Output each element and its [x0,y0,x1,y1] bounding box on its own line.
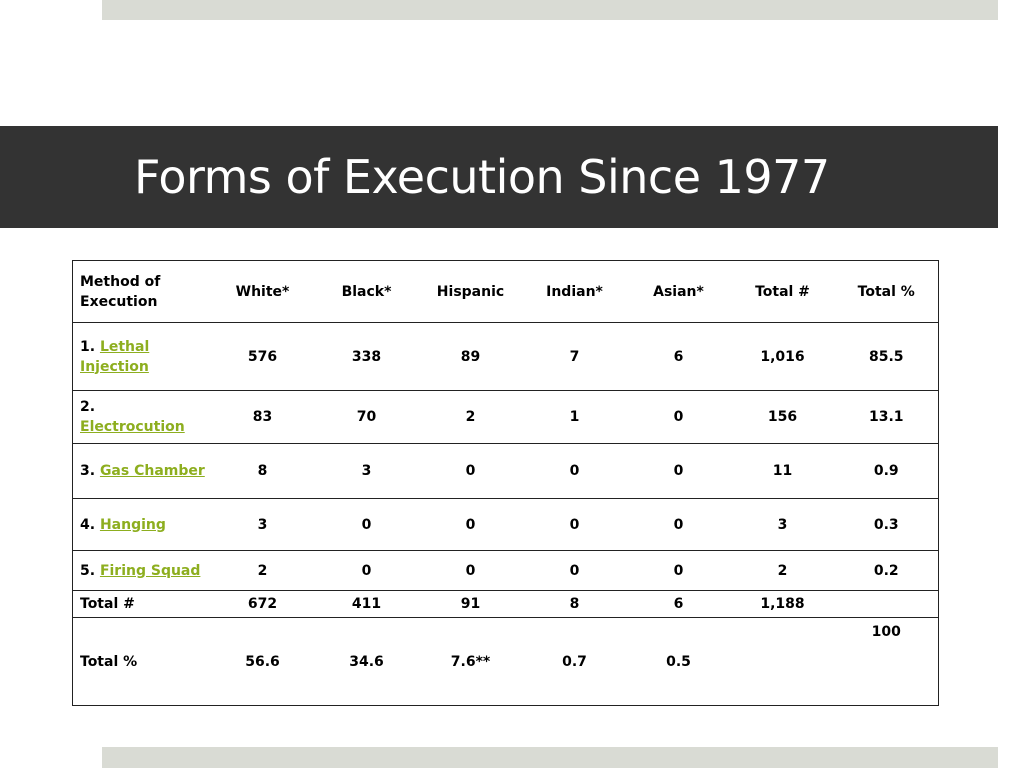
table-row: 1. Lethal Injection 576 338 89 7 6 1,016… [72,322,939,391]
cell-white: 576 [210,322,315,391]
cell-asian: 0 [626,550,731,591]
title-band: Forms of Execution Since 1977 [0,126,998,228]
cell-total-count: 1,188 [730,590,835,618]
cell-asian: 0.5 [626,617,731,706]
cell-indian: 8 [522,590,627,618]
cell-indian: 7 [522,322,627,391]
table-row: 4. Hanging 3 0 0 0 0 3 0.3 [72,498,939,551]
cell-black: 3 [314,443,419,499]
header-hispanic: Hispanic [418,260,523,323]
table-row: 2. Electrocution 83 70 2 1 0 156 13.1 [72,390,939,444]
cell-white: 672 [210,590,315,618]
table-header-row: Method of Execution White* Black* Hispan… [72,260,939,323]
slide-title: Forms of Execution Since 1977 [134,150,830,204]
method-link-lethal-injection[interactable]: Lethal Injection [80,338,150,375]
cell-hispanic: 0 [418,498,523,551]
method-link-hanging[interactable]: Hanging [99,516,166,533]
execution-table: Method of Execution White* Black* Hispan… [72,260,939,706]
cell-indian: 0 [522,498,627,551]
header-indian: Indian* [522,260,627,323]
method-link-gas-chamber[interactable]: Gas Chamber [99,463,205,479]
method-cell: 1. Lethal Injection [72,322,211,391]
total-percent-label: Total % [72,617,211,706]
cell-total-count: 1,016 [730,322,835,391]
method-cell: 5. Firing Squad [72,550,211,591]
method-cell: 2. Electrocution [72,390,211,444]
header-white: White* [210,260,315,323]
cell-black: 338 [314,322,419,391]
cell-white: 8 [210,443,315,499]
cell-total-count: 156 [730,390,835,444]
header-black: Black* [314,260,419,323]
top-accent-bar [102,0,998,20]
row-number: 5. [80,562,96,579]
cell-hispanic: 89 [418,322,523,391]
cell-asian: 0 [626,498,731,551]
cell-indian: 0 [522,443,627,499]
cell-total-count: 11 [730,443,835,499]
cell-total-percent: 0.2 [834,550,939,591]
cell-asian: 6 [626,322,731,391]
method-link-electrocution[interactable]: Electrocution [80,419,185,435]
bottom-accent-bar [102,747,998,768]
header-total-percent: Total % [834,260,939,323]
cell-indian: 0 [522,550,627,591]
row-number: 2. [80,399,96,415]
cell-hispanic: 2 [418,390,523,444]
cell-black: 0 [314,498,419,551]
cell-black: 0 [314,550,419,591]
header-asian: Asian* [626,260,731,323]
cell-asian: 0 [626,443,731,499]
cell-asian: 6 [626,590,731,618]
cell-indian: 0.7 [522,617,627,706]
cell-asian: 0 [626,390,731,444]
cell-total-percent: 13.1 [834,390,939,444]
cell-total-percent: 100 [834,617,939,706]
cell-total-percent: 0.3 [834,498,939,551]
table-row: 5. Firing Squad 2 0 0 0 0 2 0.2 [72,550,939,591]
cell-black: 411 [314,590,419,618]
method-cell: 3. Gas Chamber [72,443,211,499]
cell-total-count: 2 [730,550,835,591]
cell-white: 56.6 [210,617,315,706]
cell-hispanic: 0 [418,550,523,591]
cell-indian: 1 [522,390,627,444]
cell-total-count [730,617,835,706]
cell-total-count: 3 [730,498,835,551]
cell-white: 83 [210,390,315,444]
cell-white: 2 [210,550,315,591]
row-number: 3. [80,463,96,479]
cell-hispanic: 7.6** [418,617,523,706]
total-count-row: Total # 672 411 91 8 6 1,188 [72,590,939,618]
cell-total-percent: 85.5 [834,322,939,391]
header-method: Method of Execution [72,260,211,323]
cell-hispanic: 0 [418,443,523,499]
method-link-firing-squad[interactable]: Firing Squad [99,562,201,579]
cell-white: 3 [210,498,315,551]
row-number: 4. [80,516,96,533]
cell-total-percent: 0.9 [834,443,939,499]
row-number: 1. [80,338,96,355]
method-cell: 4. Hanging [72,498,211,551]
cell-black: 34.6 [314,617,419,706]
header-total-count: Total # [730,260,835,323]
cell-total-percent [834,590,939,618]
cell-hispanic: 91 [418,590,523,618]
cell-black: 70 [314,390,419,444]
table-row: 3. Gas Chamber 8 3 0 0 0 11 0.9 [72,443,939,499]
total-percent-row: Total % 56.6 34.6 7.6** 0.7 0.5 100 [72,617,939,706]
total-count-label: Total # [72,590,211,618]
